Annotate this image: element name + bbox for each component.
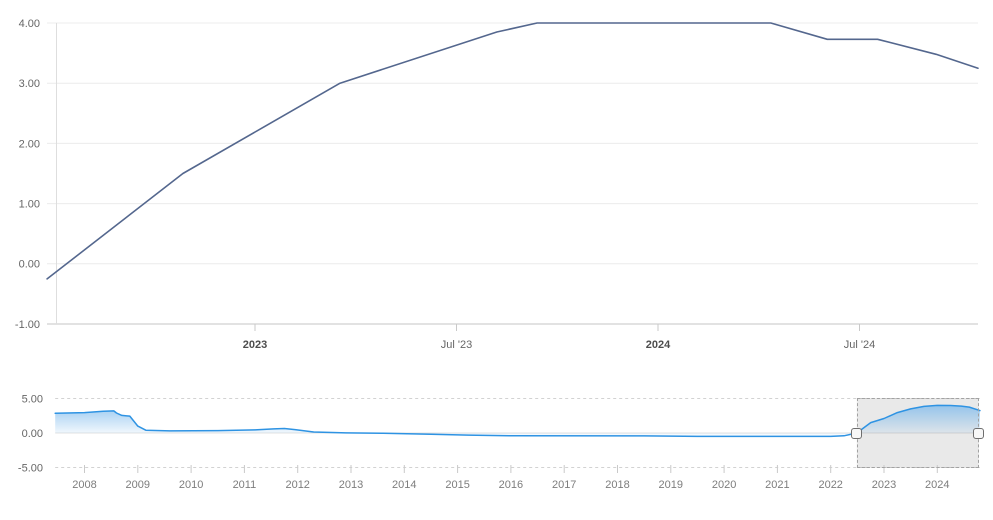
nav-x-axis-label: 2019	[659, 479, 683, 491]
nav-x-axis-label: 2013	[339, 479, 363, 491]
nav-x-axis-label: 2020	[712, 479, 736, 491]
nav-x-axis-label: 2016	[499, 479, 523, 491]
nav-y-axis-label: -5.00	[18, 462, 43, 474]
nav-x-axis-label: 2023	[872, 479, 896, 491]
main-x-axis-label: Jul '24	[844, 339, 875, 351]
main-y-axis-label: 0.00	[19, 259, 40, 271]
nav-y-axis-label: 0.00	[22, 428, 43, 440]
main-series-line	[46, 22, 979, 280]
nav-x-axis-label: 2024	[925, 479, 949, 491]
main-y-axis-label: 1.00	[19, 198, 40, 210]
navigator-left-handle[interactable]	[851, 428, 862, 439]
nav-x-axis-label: 2009	[126, 479, 150, 491]
main-y-axis-label: 3.00	[19, 78, 40, 90]
nav-x-axis-label: 2018	[605, 479, 629, 491]
nav-x-axis-label: 2011	[233, 479, 257, 491]
main-x-axis-label: 2023	[243, 339, 267, 351]
nav-x-axis-label: 2010	[179, 479, 203, 491]
nav-x-axis-label: 2015	[445, 479, 469, 491]
nav-x-axis-label: 2012	[285, 479, 309, 491]
nav-x-axis-label: 2017	[552, 479, 576, 491]
nav-series-area	[55, 405, 980, 437]
navigator-right-handle[interactable]	[973, 428, 984, 439]
nav-x-axis-label: 2014	[392, 479, 416, 491]
nav-x-axis-label: 2008	[72, 479, 96, 491]
main-y-axis-label: 2.00	[19, 138, 40, 150]
navigator-selected-range[interactable]	[857, 398, 979, 468]
main-chart: 4.00 3.00 2.00 1.00 0.00 -1.00 2023 Jul '23 2024…	[15, 18, 979, 351]
main-y-axis-label: -1.00	[15, 319, 40, 331]
nav-x-axis-label: 2021	[765, 479, 789, 491]
main-x-axis-label: Jul '23	[441, 339, 472, 351]
nav-series-line	[54, 404, 981, 438]
nav-y-axis-label: 5.00	[22, 393, 43, 405]
navigator-chart: 5.00 0.00 -5.00 2008 2009 2010 2011 2012 2013 201…	[18, 393, 981, 491]
nav-x-axis-label: 2022	[818, 479, 842, 491]
main-y-axis-label: 4.00	[19, 18, 40, 30]
main-x-axis-label: 2024	[646, 339, 671, 351]
